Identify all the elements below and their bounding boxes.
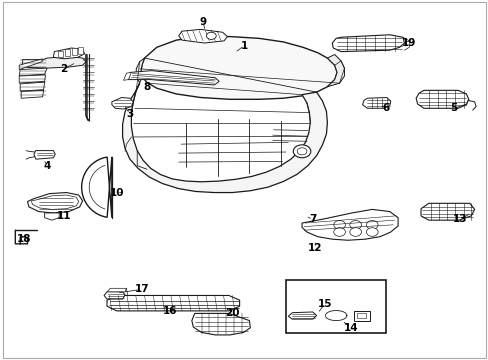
Polygon shape [107,296,239,311]
Bar [65,49,70,56]
Text: 14: 14 [343,323,357,333]
Polygon shape [141,37,336,99]
Polygon shape [122,83,327,193]
Bar [78,47,82,54]
Polygon shape [415,90,468,108]
Text: 1: 1 [241,41,247,50]
Polygon shape [123,72,131,80]
Circle shape [366,228,377,236]
Polygon shape [327,54,344,87]
Polygon shape [104,292,125,299]
Bar [72,48,77,55]
Text: 2: 2 [61,64,67,74]
Polygon shape [21,90,43,98]
Polygon shape [112,98,133,109]
Text: 4: 4 [43,161,51,171]
Bar [356,313,366,318]
Bar [353,311,369,320]
Polygon shape [128,71,219,85]
Polygon shape [27,193,82,213]
Polygon shape [22,59,42,67]
Polygon shape [288,312,316,319]
Circle shape [349,221,361,229]
Text: 10: 10 [109,188,124,198]
Polygon shape [27,56,86,68]
Polygon shape [20,82,44,91]
Circle shape [297,148,306,155]
Polygon shape [191,314,250,335]
Polygon shape [302,210,397,240]
Circle shape [333,221,345,229]
Polygon shape [44,213,59,220]
Text: 6: 6 [382,103,389,113]
Text: 3: 3 [126,109,133,119]
Circle shape [349,228,361,236]
Polygon shape [34,150,55,159]
Circle shape [206,32,216,40]
Bar [58,50,63,57]
Text: 11: 11 [57,211,71,221]
Circle shape [366,221,377,229]
Polygon shape [178,30,227,43]
Polygon shape [19,59,42,69]
Circle shape [333,228,345,236]
Circle shape [293,145,310,158]
Polygon shape [19,68,47,76]
Bar [285,280,385,333]
Polygon shape [136,58,144,83]
Text: 9: 9 [199,17,206,27]
Text: 15: 15 [317,299,331,309]
Text: 12: 12 [307,243,322,253]
Text: 17: 17 [135,284,149,294]
Text: 20: 20 [224,309,239,318]
Text: 5: 5 [449,103,457,113]
Text: 18: 18 [17,234,31,244]
Polygon shape [53,48,84,59]
Text: 19: 19 [401,38,416,48]
Polygon shape [31,195,79,210]
Polygon shape [81,157,112,218]
Text: 7: 7 [308,215,316,224]
Polygon shape [19,75,45,83]
Polygon shape [420,203,474,220]
Polygon shape [331,35,404,51]
Text: 16: 16 [163,306,177,316]
Text: 8: 8 [143,82,150,92]
Text: 13: 13 [452,215,467,224]
Polygon shape [362,98,390,108]
